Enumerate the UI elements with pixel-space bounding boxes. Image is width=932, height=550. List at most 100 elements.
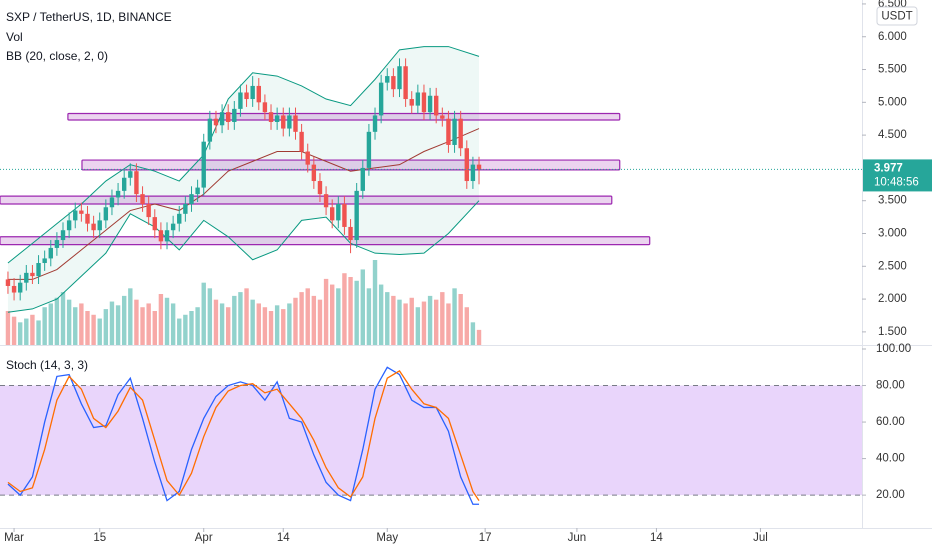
candle-body (415, 92, 421, 106)
volume-bar (464, 307, 469, 345)
volume-bar (415, 307, 421, 345)
candle-body (336, 203, 341, 221)
candle-body (164, 230, 170, 242)
volume-bar (201, 282, 206, 345)
volume-bar (281, 309, 286, 345)
candle-body (360, 167, 365, 191)
candle-body (134, 171, 139, 195)
volume-bar (17, 322, 23, 345)
volume-bar (177, 318, 182, 345)
stoch-line (7, 366, 480, 505)
volume-bar (397, 299, 402, 345)
candle-body (91, 223, 96, 231)
currency[interactable]: USDT (881, 11, 912, 23)
volume-bar (378, 284, 384, 345)
candle-body (458, 118, 463, 149)
candle-body (323, 194, 329, 208)
candle-body (152, 217, 157, 231)
candle-body (244, 92, 249, 100)
volume-bar (128, 288, 133, 345)
candle-body (128, 171, 133, 178)
volume-bar (336, 288, 341, 345)
volume-bar (183, 314, 188, 345)
volume-bar (403, 303, 408, 345)
candle-body (170, 223, 176, 231)
candle-body (238, 92, 243, 109)
candle-body (201, 141, 206, 188)
candle-body (250, 85, 255, 100)
candle-body (48, 247, 53, 259)
candle-body (30, 272, 35, 277)
volume-bar (268, 311, 274, 345)
candle-body (446, 118, 451, 145)
y-tick-label: 60.00 (876, 416, 905, 428)
candle-body (195, 187, 200, 195)
volume-bar (109, 301, 115, 345)
volume-bar (421, 301, 427, 345)
volume-bar (164, 297, 170, 345)
candle-body (440, 115, 445, 119)
stoch-line (7, 370, 480, 501)
x-tick-label: 14 (277, 532, 290, 544)
volume-bar (66, 299, 72, 345)
candle-body (85, 213, 90, 224)
candle-body (177, 213, 182, 224)
volume-bar (115, 305, 121, 345)
countdown: 10:48:56 (874, 176, 919, 188)
candle-body (5, 279, 11, 286)
candle-body (158, 230, 164, 242)
volume-bar (452, 288, 457, 345)
currency-box[interactable] (876, 6, 918, 26)
candle-body (146, 203, 151, 218)
candle-body (427, 95, 433, 113)
candle-body (66, 220, 72, 231)
candle-body (103, 207, 109, 221)
volume-bar (103, 309, 109, 345)
volume-bar (36, 320, 41, 345)
y-tick-label: 2.000 (878, 293, 907, 305)
volume-bar (134, 299, 139, 345)
last-price-box (863, 159, 932, 192)
x-tick-label: May (376, 532, 398, 544)
candle-body (305, 151, 310, 165)
y-tick-label: 1.500 (878, 326, 907, 338)
candle-body (268, 112, 274, 122)
y-tick-label: 4.500 (878, 129, 907, 141)
candle-body (317, 181, 323, 195)
zone (0, 195, 613, 205)
candle-body (354, 190, 359, 241)
bb-legend: BB (20, close, 2, 0) (6, 49, 108, 63)
candle-body (366, 131, 372, 168)
candle-body (140, 194, 145, 204)
bb-basis (7, 128, 480, 280)
chart-title: SXP / TetherUS, 1D, BINANCE (6, 10, 172, 24)
candle-body (287, 115, 292, 129)
volume-bar (11, 316, 17, 345)
stoch-band (0, 385, 862, 496)
candle-body (219, 112, 225, 126)
candle-body (385, 76, 390, 83)
volume-bar (262, 307, 268, 345)
volume-bar (323, 278, 329, 345)
x-tick-label: Apr (195, 532, 213, 544)
volume-bar (24, 318, 29, 345)
candle-body (464, 148, 469, 182)
volume-bar (232, 295, 237, 345)
candle-body (409, 99, 414, 106)
candle-body (225, 112, 231, 122)
candle-body (403, 66, 408, 100)
volume-bar (311, 295, 317, 345)
volume-bar (274, 305, 280, 345)
stoch-legend: Stoch (14, 3, 3) (6, 358, 88, 372)
volume-bar (91, 314, 96, 345)
volume-bar (348, 277, 353, 345)
candle-body (342, 203, 347, 227)
volume-bar (287, 303, 292, 345)
volume-bar (30, 314, 35, 345)
y-tick-label: 5.000 (878, 96, 907, 108)
volume-bar (446, 303, 451, 345)
volume-bar (60, 292, 66, 345)
volume-bar (440, 292, 445, 345)
